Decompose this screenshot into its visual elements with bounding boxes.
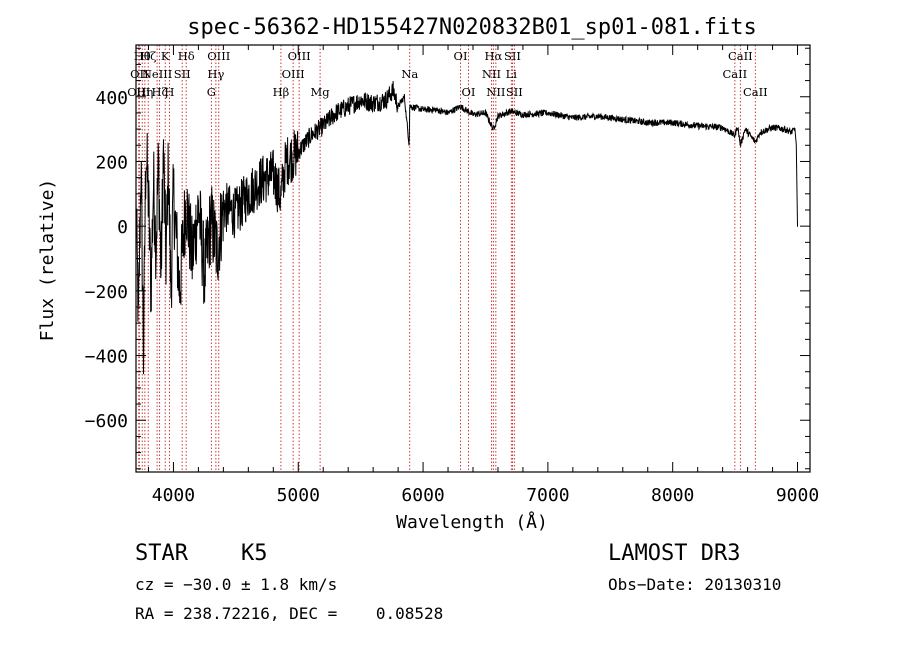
series-layer — [135, 80, 798, 375]
spectral-line-label: H — [164, 85, 174, 99]
chart-title: spec-56362-HD155427N020832B01_sp01-081.f… — [187, 15, 757, 40]
spectral-line-label: Hβ — [273, 85, 290, 99]
spectral-line-label: Li — [506, 67, 518, 81]
spectral-line-label: OIII — [207, 49, 230, 63]
x-tick-label: 7000 — [526, 485, 569, 506]
x-tick-label: 9000 — [776, 485, 819, 506]
object-class: STAR — [135, 541, 188, 566]
spectral-line-label: Hα — [484, 49, 502, 63]
spectral-line-label: OI — [462, 85, 476, 99]
spectral-line-label: CaII — [743, 85, 768, 99]
spectral-line-label: Hζ — [140, 49, 156, 63]
spectral-line-label: OIII — [127, 85, 150, 99]
spectral-line-label: Hη — [136, 85, 153, 99]
spectral-line-label: SII — [174, 67, 191, 81]
y-tick-label: 200 — [95, 152, 128, 173]
object-subclass: K5 — [241, 541, 268, 566]
spectral-lines-layer — [138, 45, 756, 472]
y-axis-title: Flux (relative) — [37, 179, 58, 342]
x-axis-title: Wavelength (Å) — [396, 511, 548, 533]
coordinates: RA = 238.72216, DEC = 0.08528 — [135, 604, 444, 623]
spectral-line-label: OII — [130, 67, 149, 81]
spectral-line-label: Hζ — [151, 85, 167, 99]
spectral-line-label: CaII — [722, 67, 747, 81]
spectral-line-label: NeIII — [142, 67, 173, 81]
plot-frame — [135, 44, 811, 473]
spectral-line-label: SII — [506, 85, 523, 99]
y-tick-label: −200 — [85, 282, 128, 303]
spectral-line-label: SII — [504, 49, 521, 63]
spectral-line-label: G — [207, 85, 216, 99]
y-tick-label: −600 — [85, 411, 128, 432]
spectral-line-label: Hδ — [178, 49, 195, 63]
spectral-line-label: K — [161, 49, 170, 63]
y-tick-label: −400 — [85, 347, 128, 368]
x-tick-label: 4000 — [152, 485, 195, 506]
spectral-line-label: NII — [482, 67, 501, 81]
redshift-cz: cz = −30.0 ± 1.8 km/s — [135, 575, 338, 594]
spectral-line-label: OI — [454, 49, 468, 63]
spectral-line-label: Mg — [311, 85, 331, 99]
line-labels-layer: OIIIOIIHθHηHζNeIIIHζKHSIIHδGHγOIIIHβOIII… — [127, 49, 767, 99]
spectral-line-label: Hθ — [134, 49, 151, 63]
x-tick-label: 5000 — [277, 485, 320, 506]
y-tick-label: 0 — [117, 217, 128, 238]
survey-name: LAMOST DR3 — [608, 541, 741, 566]
spectral-line-label: OIII — [288, 49, 311, 63]
x-tick-label: 8000 — [651, 485, 694, 506]
spectrum-series-line — [135, 80, 798, 375]
spectral-line-label: NII — [486, 85, 505, 99]
spectral-line-label: Na — [401, 67, 418, 81]
y-tick-label: 400 — [95, 88, 128, 109]
spectral-line-label: Hγ — [207, 67, 224, 81]
ticks-layer: 4000 5000 6000 7000 8000 9000 −600 −400 −200 0 200… — [85, 45, 819, 506]
spectral-line-label: OIII — [282, 67, 305, 81]
observation-date: Obs−Date: 20130310 — [608, 575, 782, 594]
x-tick-label: 6000 — [401, 485, 444, 506]
spectral-line-label: CaII — [728, 49, 753, 63]
